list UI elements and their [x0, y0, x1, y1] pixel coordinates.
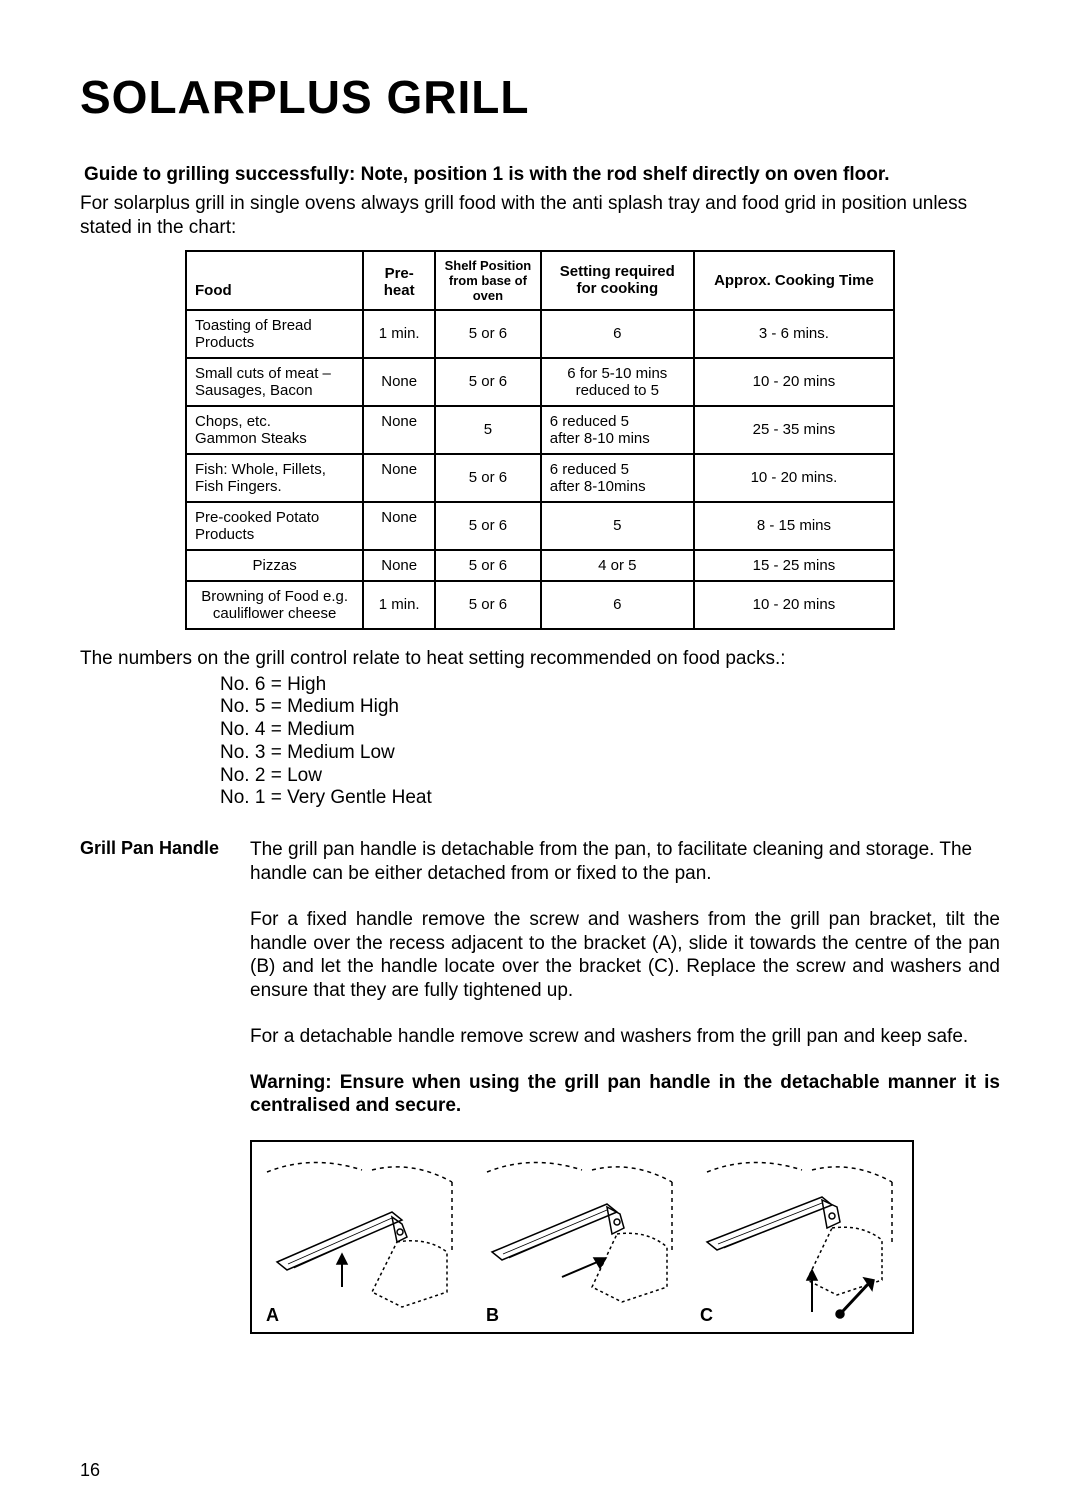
figure-panel-b: B	[472, 1142, 692, 1332]
figure-label-b: B	[486, 1305, 499, 1326]
cell-preheat: None	[363, 550, 435, 581]
cell-preheat: None	[363, 358, 435, 406]
heat-setting-item: No. 3 = Medium Low	[220, 742, 1000, 765]
cell-setting: 6 reduced 5 after 8-10mins	[541, 454, 694, 502]
col-time: Approx. Cooking Time	[694, 251, 894, 310]
intro-text: For solarplus grill in single ovens alwa…	[80, 192, 1000, 240]
cell-time: 10 - 20 mins	[694, 358, 894, 406]
cell-time: 8 - 15 mins	[694, 502, 894, 550]
table-row: Toasting of Bread Products 1 min. 5 or 6…	[186, 310, 894, 358]
cell-time: 15 - 25 mins	[694, 550, 894, 581]
grill-handle-body: The grill pan handle is detachable from …	[250, 838, 1000, 1334]
cell-preheat: 1 min.	[363, 310, 435, 358]
cell-setting: 6 for 5-10 mins reduced to 5	[541, 358, 694, 406]
cell-food: Pizzas	[186, 550, 363, 581]
below-table-text: The numbers on the grill control relate …	[80, 648, 1000, 670]
page-number: 16	[80, 1460, 100, 1481]
heat-settings-list: No. 6 = High No. 5 = Medium High No. 4 =…	[220, 674, 1000, 811]
handle-diagram-b-icon	[472, 1142, 692, 1332]
grill-handle-p1: The grill pan handle is detachable from …	[250, 838, 1000, 886]
cell-food: Toasting of Bread Products	[186, 310, 363, 358]
figure-panel-c: C	[692, 1142, 912, 1332]
cell-shelf: 5 or 6	[435, 310, 541, 358]
table-header-row: Food Pre-heat Shelf Position from base o…	[186, 251, 894, 310]
cell-shelf: 5 or 6	[435, 454, 541, 502]
heat-setting-item: No. 4 = Medium	[220, 719, 1000, 742]
handle-figure: A	[250, 1140, 914, 1334]
col-preheat: Pre-heat	[363, 251, 435, 310]
grill-handle-p2: For a fixed handle remove the screw and …	[250, 908, 1000, 1003]
table-row: Chops, etc. Gammon Steaks None 5 6 reduc…	[186, 406, 894, 454]
cell-food: Pre-cooked Potato Products	[186, 502, 363, 550]
cell-preheat: 1 min.	[363, 581, 435, 629]
cell-time: 25 - 35 mins	[694, 406, 894, 454]
grill-handle-warning: Warning: Ensure when using the grill pan…	[250, 1071, 1000, 1119]
cell-shelf: 5 or 6	[435, 502, 541, 550]
cell-setting: 4 or 5	[541, 550, 694, 581]
cell-shelf: 5 or 6	[435, 550, 541, 581]
heat-setting-item: No. 6 = High	[220, 674, 1000, 697]
grilling-table: Food Pre-heat Shelf Position from base o…	[185, 250, 895, 630]
table-row: Pizzas None 5 or 6 4 or 5 15 - 25 mins	[186, 550, 894, 581]
cell-shelf: 5	[435, 406, 541, 454]
grill-handle-label: Grill Pan Handle	[80, 838, 250, 1334]
heat-setting-item: No. 1 = Very Gentle Heat	[220, 787, 1000, 810]
cell-setting: 6	[541, 310, 694, 358]
cell-food: Chops, etc. Gammon Steaks	[186, 406, 363, 454]
table-row: Pre-cooked Potato Products None 5 or 6 5…	[186, 502, 894, 550]
handle-diagram-c-icon	[692, 1142, 912, 1332]
heat-setting-item: No. 2 = Low	[220, 765, 1000, 788]
cell-food: Fish: Whole, Fillets, Fish Fingers.	[186, 454, 363, 502]
figure-label-c: C	[700, 1305, 713, 1326]
cell-setting: 6	[541, 581, 694, 629]
cell-setting: 6 reduced 5 after 8-10 mins	[541, 406, 694, 454]
col-shelf: Shelf Position from base of oven	[435, 251, 541, 310]
cell-shelf: 5 or 6	[435, 581, 541, 629]
cell-food: Browning of Food e.g. cauliflower cheese	[186, 581, 363, 629]
cell-time: 3 - 6 mins.	[694, 310, 894, 358]
figure-label-a: A	[266, 1305, 279, 1326]
cell-preheat: None	[363, 502, 435, 550]
grill-handle-p3: For a detachable handle remove screw and…	[250, 1025, 1000, 1049]
guide-note: Guide to grilling successfully: Note, po…	[84, 164, 1000, 186]
table-row: Fish: Whole, Fillets, Fish Fingers. None…	[186, 454, 894, 502]
page: SOLARPLUS GRILL Guide to grilling succes…	[0, 0, 1080, 1511]
table-body: Toasting of Bread Products 1 min. 5 or 6…	[186, 310, 894, 629]
cell-shelf: 5 or 6	[435, 358, 541, 406]
handle-diagram-a-icon	[252, 1142, 472, 1332]
table-row: Browning of Food e.g. cauliflower cheese…	[186, 581, 894, 629]
cell-time: 10 - 20 mins	[694, 581, 894, 629]
figure-panel-a: A	[252, 1142, 472, 1332]
table-row: Small cuts of meat – Sausages, Bacon Non…	[186, 358, 894, 406]
heat-setting-item: No. 5 = Medium High	[220, 696, 1000, 719]
col-setting: Setting required for cooking	[541, 251, 694, 310]
cell-time: 10 - 20 mins.	[694, 454, 894, 502]
cell-preheat: None	[363, 406, 435, 454]
cell-food: Small cuts of meat – Sausages, Bacon	[186, 358, 363, 406]
cell-setting: 5	[541, 502, 694, 550]
grill-handle-section: Grill Pan Handle The grill pan handle is…	[80, 838, 1000, 1334]
page-title: SOLARPLUS GRILL	[80, 70, 1000, 124]
col-food: Food	[186, 251, 363, 310]
cell-preheat: None	[363, 454, 435, 502]
